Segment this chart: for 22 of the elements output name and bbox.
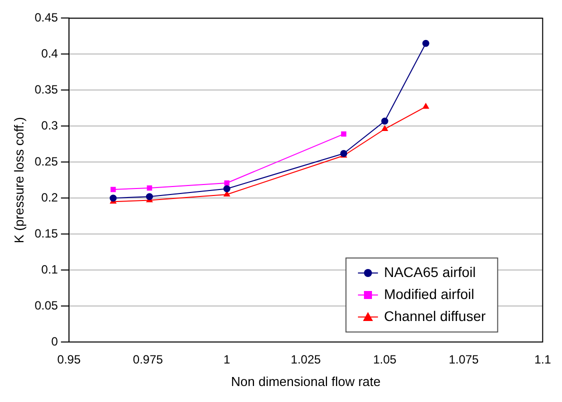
x-tick-label: 1.1 bbox=[534, 352, 552, 367]
x-tick-label: 1.05 bbox=[373, 352, 397, 367]
x-tick-label: 1.025 bbox=[290, 352, 322, 367]
x-tick-label: 1 bbox=[224, 352, 231, 367]
y-tick-label: 0.45 bbox=[34, 10, 58, 25]
y-tick-label: 0.35 bbox=[34, 82, 58, 96]
y-tick-label: 0.1 bbox=[41, 262, 58, 276]
y-tick-label: 0.2 bbox=[41, 190, 58, 204]
legend-label: Modified airfoil bbox=[384, 286, 474, 302]
legend-label: NACA65 airfoil bbox=[384, 264, 476, 280]
y-tick-label: 0.3 bbox=[41, 118, 58, 132]
x-tick-label: 0.95 bbox=[57, 352, 81, 367]
y-tick-label: 0.15 bbox=[34, 226, 58, 240]
legend-label: Channel diffuser bbox=[384, 308, 486, 324]
x-axis-title: Non dimensional flow rate bbox=[231, 374, 381, 389]
y-tick-label: 0.4 bbox=[41, 46, 58, 60]
y-axis-title: K (pressure loss coff.) bbox=[11, 117, 26, 244]
x-tick-label: 1.075 bbox=[448, 352, 480, 367]
y-tick-label: 0.25 bbox=[34, 154, 58, 168]
x-tick-label: 0.975 bbox=[132, 352, 164, 367]
y-tick-label: 0.05 bbox=[34, 298, 58, 312]
y-tick-label: 0 bbox=[51, 334, 58, 348]
